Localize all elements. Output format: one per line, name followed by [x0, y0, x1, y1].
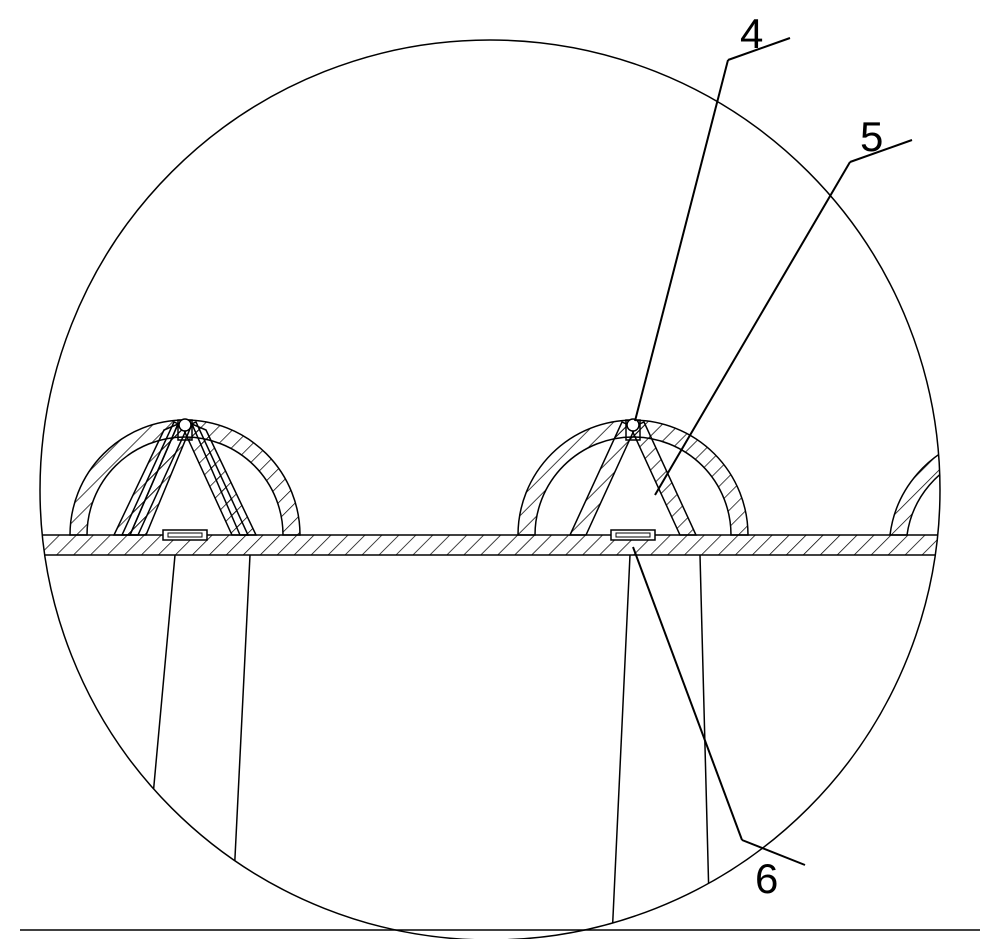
dome-2 [518, 419, 748, 540]
vertical-line-4 [700, 555, 710, 938]
vertical-line-1 [140, 555, 175, 938]
label-6: 6 [755, 855, 778, 903]
leader-4 [635, 38, 790, 421]
dome-partial [890, 438, 975, 535]
vertical-line-2 [231, 555, 250, 938]
technical-drawing-svg [0, 0, 1000, 939]
dome-1 [70, 419, 300, 540]
clipped-content [30, 419, 975, 938]
leader-6 [633, 547, 805, 865]
diagram-container: 4 5 6 [0, 0, 1000, 939]
vertical-line-3 [612, 555, 630, 938]
label-4: 4 [740, 10, 763, 58]
detail-circle [40, 40, 940, 939]
label-5: 5 [860, 113, 883, 161]
